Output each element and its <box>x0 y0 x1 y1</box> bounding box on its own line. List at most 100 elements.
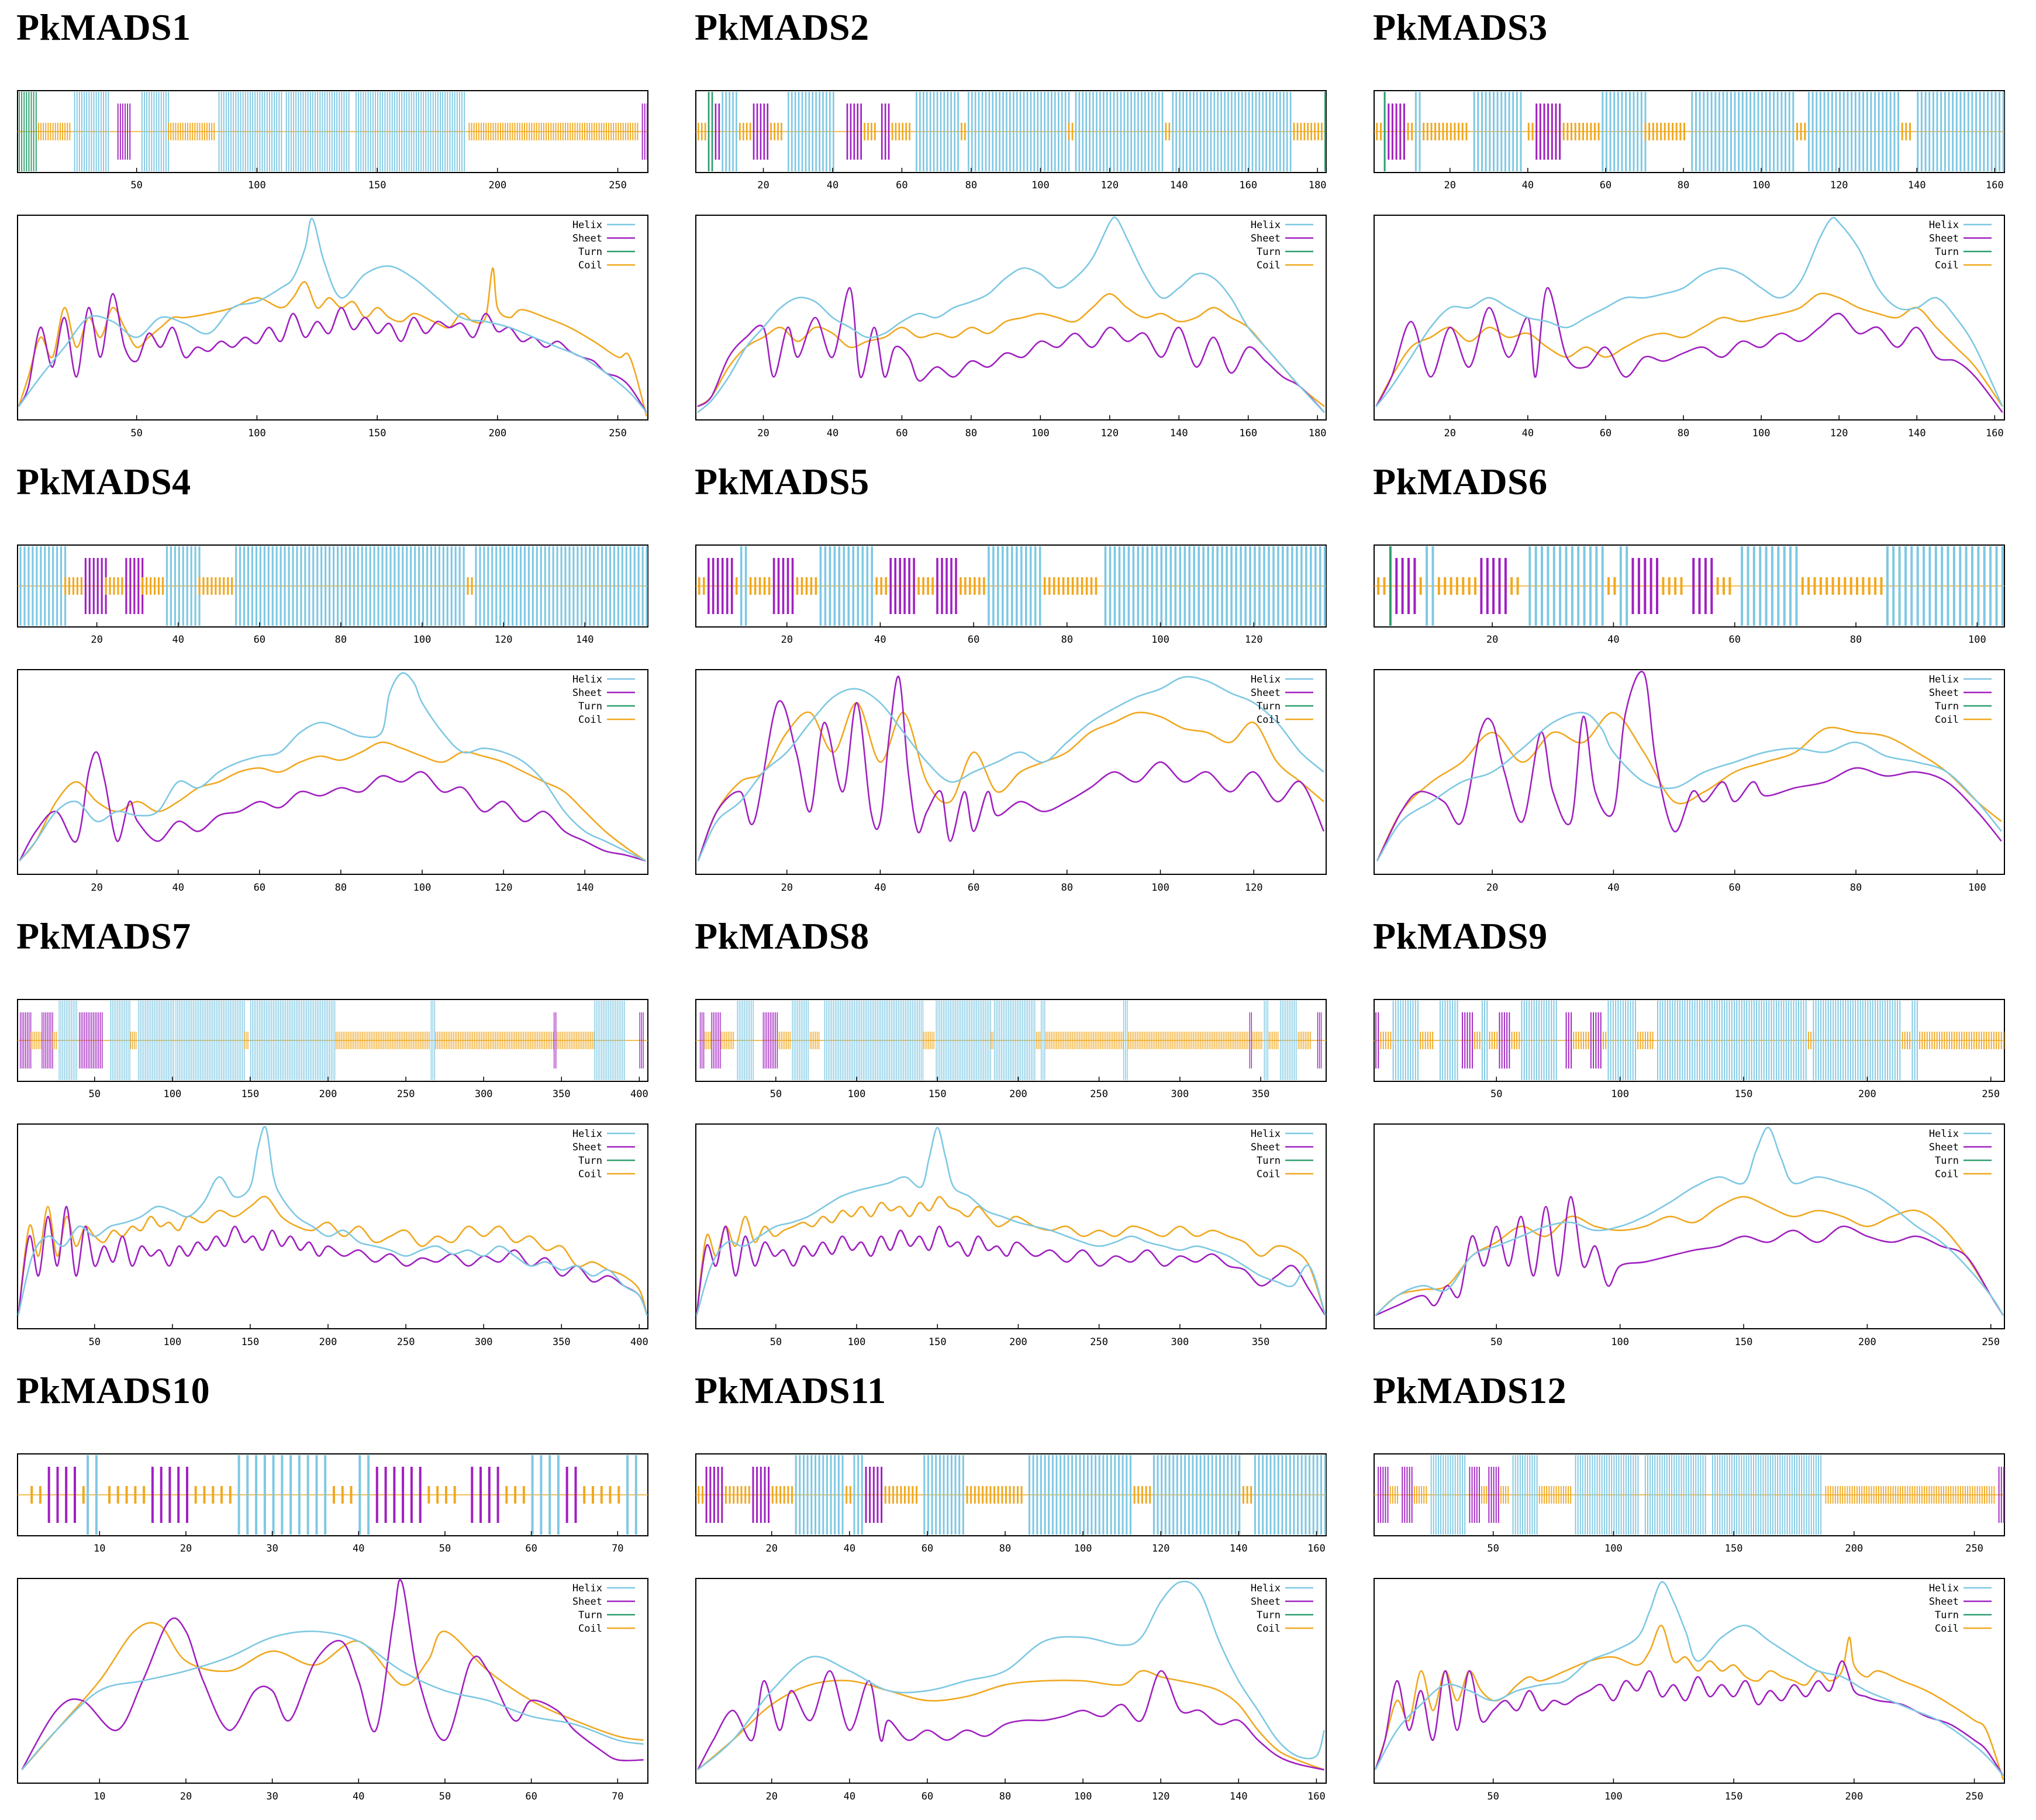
sheet-bar <box>712 558 715 614</box>
helix-bar <box>1810 1455 1812 1535</box>
coil-bar <box>546 123 547 140</box>
coil-bar <box>1586 123 1588 140</box>
coil-bar <box>1938 1486 1940 1504</box>
panel-title: PkMADS8 <box>695 915 869 957</box>
helix-bar <box>322 92 323 171</box>
coil-bar <box>76 577 78 595</box>
helix-bar <box>1161 92 1164 171</box>
helix-bar <box>358 92 360 171</box>
coil-bar <box>1900 1486 1901 1504</box>
coil-bar <box>1507 1486 1509 1504</box>
helix-bar <box>1113 92 1115 171</box>
helix-bar <box>1816 1455 1817 1535</box>
x-tick-label: 160 <box>1986 428 2004 439</box>
x-tick-label: 250 <box>1090 1336 1108 1348</box>
x-tick-label: 300 <box>1171 1336 1189 1348</box>
coil-bar <box>1918 1486 1920 1504</box>
coil-bar <box>781 123 782 140</box>
sheet-bar <box>1637 558 1640 614</box>
helix-bar <box>329 92 330 171</box>
helix-bar <box>1719 1455 1721 1535</box>
coil-bar <box>1856 577 1858 595</box>
helix-bar <box>920 1001 922 1080</box>
coil-bar <box>700 123 703 140</box>
coil-bar <box>1672 123 1674 140</box>
x-tick-label: 100 <box>1752 180 1771 191</box>
helix-bar <box>1589 1455 1591 1535</box>
coil-bar <box>219 577 221 595</box>
helix-bar <box>305 92 306 171</box>
coil-bar <box>1637 1032 1639 1049</box>
helix-bar <box>1613 92 1616 171</box>
helix-bar <box>943 1001 944 1080</box>
helix-bar <box>331 92 333 171</box>
helix-bar <box>288 92 289 171</box>
sheet-bar <box>1486 558 1489 614</box>
coil-bar <box>1098 1032 1099 1049</box>
coil-bar <box>1082 1032 1083 1049</box>
helix-bar <box>298 1455 301 1535</box>
helix-bar <box>1274 1455 1276 1535</box>
helix-bar <box>40 546 42 626</box>
helix-bar <box>160 92 162 171</box>
sheet-bar <box>760 1467 762 1523</box>
helix-bar <box>228 92 229 171</box>
coil-bar <box>880 577 882 595</box>
coil-bar <box>530 1032 532 1049</box>
x-tick-label: 40 <box>1522 180 1534 191</box>
helix-bar <box>242 1001 243 1080</box>
helix-bar <box>1596 1455 1598 1535</box>
helix-bar <box>1172 92 1174 171</box>
coil-bar <box>1516 1032 1518 1049</box>
coil-bar <box>1481 1486 1482 1504</box>
helix-bar <box>1265 92 1267 171</box>
coil-bar <box>800 577 803 595</box>
helix-bar <box>1793 1001 1795 1080</box>
sheet-bar <box>936 558 938 614</box>
helix-bar <box>861 1001 862 1080</box>
helix-bar <box>279 1001 281 1080</box>
legend-label: Coil <box>1935 714 1959 726</box>
helix-bar <box>1899 1001 1901 1080</box>
coil-bar <box>1875 1486 1877 1504</box>
helix-bar <box>938 1455 941 1535</box>
x-tick-label: 20 <box>766 1543 778 1554</box>
helix-bar <box>263 1455 266 1535</box>
sheet-bar <box>760 104 762 160</box>
helix-bar <box>875 1001 876 1080</box>
coil-bar <box>1075 1032 1076 1049</box>
helix-bar <box>1734 92 1736 171</box>
coil-bar <box>516 123 518 140</box>
coil-bar <box>82 1486 85 1504</box>
helix-bar <box>337 546 339 626</box>
helix-bar <box>190 546 192 626</box>
helix-bar <box>1686 1001 1688 1080</box>
coil-bar <box>704 123 706 140</box>
helix-bar <box>1855 1001 1856 1080</box>
coil-bar <box>533 123 535 140</box>
coil-bar <box>1423 123 1425 140</box>
helix-bar <box>1431 546 1434 626</box>
helix-bar <box>1040 1455 1042 1535</box>
sheet-bar <box>730 558 733 614</box>
helix-bar <box>1823 1001 1824 1080</box>
coil-bar <box>30 1486 33 1504</box>
coil-bar <box>1974 1486 1976 1504</box>
helix-line <box>697 1580 1325 1771</box>
helix-bar <box>1798 1001 1799 1080</box>
legend-label: Coil <box>1257 1623 1281 1635</box>
helix-bar <box>403 92 405 171</box>
helix-bar <box>869 1001 871 1080</box>
helix-bar <box>1109 546 1112 626</box>
helix-bar <box>1609 1455 1610 1535</box>
helix-bar <box>340 546 343 626</box>
helix-bar <box>1435 1455 1437 1535</box>
coil-bar <box>1866 1486 1868 1504</box>
legend-label: Sheet <box>1929 233 1959 244</box>
coil-bar <box>1585 1032 1587 1049</box>
sheet-bar <box>782 558 785 614</box>
helix-bar <box>1799 1455 1800 1535</box>
coil-bar <box>1133 1486 1136 1504</box>
helix-bar <box>1553 1001 1555 1080</box>
coil-bar <box>1873 1486 1875 1504</box>
